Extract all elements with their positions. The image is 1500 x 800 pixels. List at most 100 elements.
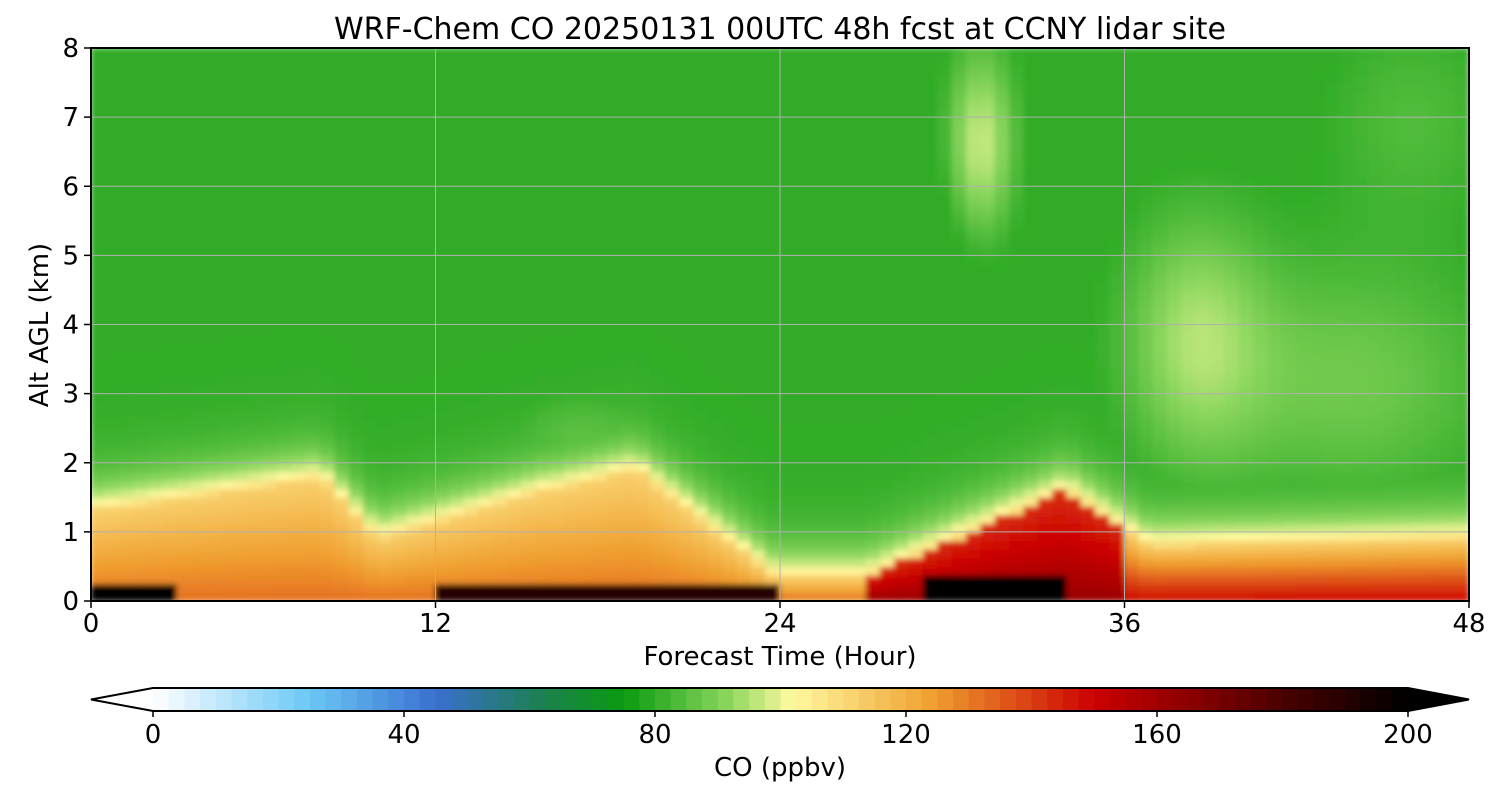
heatmap-cell [91,488,106,498]
heatmap-cell [779,168,795,179]
heatmap-cell [176,272,193,282]
heatmap-cell [1138,341,1154,352]
heatmap-cell [879,306,896,317]
heatmap-cell [1152,436,1169,447]
heatmap-cell [133,133,150,144]
heatmap-cell [1052,315,1068,326]
heatmap-cell [736,565,752,576]
heatmap-cell [822,133,839,144]
heatmap-cell [1123,349,1140,360]
heatmap-cell [1152,323,1169,334]
heatmap-cell [320,289,336,300]
heatmap-cell [162,280,178,291]
heatmap-cell [305,332,322,343]
heatmap-cell [1166,315,1183,326]
heatmap-cell [506,177,523,187]
heatmap-cell [262,444,279,455]
heatmap-cell [1152,263,1169,274]
heatmap-cell [779,496,795,507]
heatmap-cell [305,444,322,455]
heatmap-cell [521,548,537,559]
heatmap-cell [162,228,178,239]
heatmap-cell [521,107,537,118]
heatmap-cell [851,384,867,395]
heatmap-cell [607,211,623,222]
heatmap-cell [765,505,781,516]
heatmap-cell [908,220,925,231]
heatmap-cell [1066,228,1083,239]
heatmap-cell [951,185,968,196]
heatmap-cell [578,539,594,550]
heatmap-cell [1052,531,1068,542]
heatmap-cell [219,90,236,101]
heatmap-cell [564,64,580,75]
heatmap-cell [535,177,551,187]
heatmap-cell [879,315,896,326]
heatmap-cell [607,332,623,343]
heatmap-cell [779,323,795,334]
heatmap-cell [406,159,422,170]
heatmap-cell [621,505,638,516]
heatmap-cell [1052,159,1068,170]
heatmap-cell [650,194,666,205]
heatmap-cell [1066,401,1083,412]
heatmap-cell [865,99,882,110]
heatmap-cell [320,548,336,559]
heatmap-cell [391,496,408,507]
heatmap-cell [521,505,537,516]
heatmap-cell [650,306,666,317]
heatmap-cell [765,444,781,455]
heatmap-cell [707,254,724,265]
heatmap-cell [779,64,795,75]
heatmap-cell [190,289,207,300]
heatmap-cell [1066,297,1083,308]
heatmap-cell [1166,505,1183,516]
heatmap-cell [721,565,738,576]
heatmap-cell [1123,73,1140,84]
heatmap-cell [348,479,365,490]
heatmap-cell [363,341,379,352]
heatmap-cell [1166,133,1183,144]
heatmap-cell [363,488,379,498]
heatmap-cell [937,323,953,334]
heatmap-cell [879,444,896,455]
heatmap-cell [477,116,494,127]
heatmap-cell [564,574,580,585]
heatmap-cell [922,341,939,352]
heatmap-cell [463,228,480,239]
heatmap-cell [980,453,996,464]
heatmap-cell [994,125,1011,136]
heatmap-cell [1052,220,1068,231]
heatmap-cell [420,427,437,438]
heatmap-cell [449,462,465,472]
heatmap-cell [851,228,867,239]
heatmap-cell [521,453,537,464]
heatmap-cell [922,557,939,568]
heatmap-cell [592,289,609,300]
heatmap-cell [808,505,824,516]
heatmap-cell [808,90,824,101]
heatmap-cell [635,332,652,343]
heatmap-cell [894,142,910,153]
heatmap-cell [176,496,193,507]
heatmap-cell [736,591,752,601]
heatmap-cell [1066,56,1083,66]
heatmap-cell [492,557,508,568]
heatmap-cell [1138,177,1154,187]
heatmap-cell [707,479,724,490]
heatmap-cell [147,228,164,239]
heatmap-cell [894,375,910,386]
heatmap-cell [592,470,609,481]
heatmap-cell [492,151,508,161]
heatmap-cell [564,73,580,84]
heatmap-cell [793,393,810,403]
heatmap-cell [966,168,982,179]
heatmap-cell [966,393,982,403]
heatmap-cell [1009,263,1025,274]
heatmap-cell [879,522,896,533]
heatmap-cell [449,142,465,153]
heatmap-cell [1152,246,1169,256]
heatmap-cell [607,263,623,274]
heatmap-cell [463,64,480,75]
heatmap-cell [1009,496,1025,507]
